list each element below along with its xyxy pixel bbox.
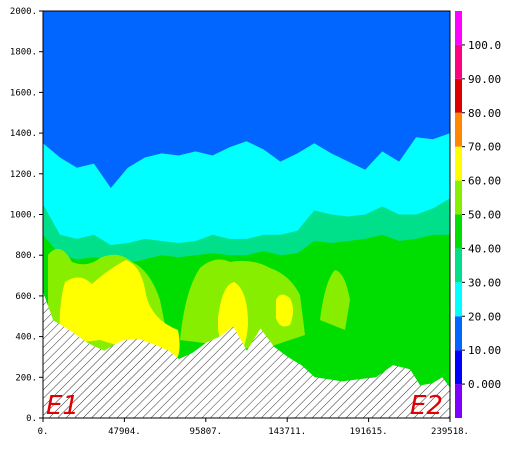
terrain — [43, 291, 450, 418]
lightgreen-region-3 — [320, 270, 350, 330]
y-tick-label: 1400. — [10, 129, 37, 139]
x-tick-label: 191615. — [350, 427, 388, 437]
x-tick-label: 143711. — [268, 427, 306, 437]
colorbar-segment — [455, 316, 462, 351]
endpoint-label-start: E1 — [46, 391, 79, 421]
colorbar-label: 70.00 — [468, 141, 501, 154]
y-tick-label: 1200. — [10, 170, 37, 180]
colorbar-segment — [455, 384, 462, 418]
axes: 0. 200. 400. 600. 800. 1000. 1200. 1400. 1600. 18… — [10, 7, 469, 437]
x-tick-label: 239518. — [431, 427, 469, 437]
colorbar-segment — [455, 180, 462, 215]
y-tick-label: 2000. — [10, 7, 37, 17]
yellow-region-1 — [59, 260, 180, 360]
x-tick-label: 95807. — [190, 427, 223, 437]
colorbar-label: 0.000 — [468, 378, 501, 391]
colorbar-label: 90.00 — [468, 73, 501, 86]
y-tick-label: 0. — [26, 414, 37, 424]
colorbar-segment — [455, 112, 462, 147]
plot-area — [43, 11, 450, 418]
yellow-region-3 — [276, 294, 293, 327]
y-tick-label: 800. — [15, 251, 37, 261]
colorbar-label: 100.0 — [468, 39, 501, 52]
colorbar-label: 40.00 — [468, 242, 501, 255]
y-tick-label: 400. — [15, 333, 37, 343]
colorbar-segment — [455, 11, 462, 45]
colorbar-segment — [455, 146, 462, 181]
x-tick-label: 0. — [38, 427, 49, 437]
y-tick-label: 600. — [15, 292, 37, 302]
colorbar-label: 60.00 — [468, 175, 501, 188]
y-tick-label: 1000. — [10, 211, 37, 221]
endpoint-label-end: E2 — [410, 391, 443, 421]
colorbar-label: 30.00 — [468, 276, 501, 289]
colorbar-segment — [455, 214, 462, 249]
colorbar: 0.000 10.00 20.00 30.00 40.00 50.00 60.00 70.00… — [455, 11, 501, 418]
colorbar-label: 50.00 — [468, 209, 501, 222]
y-tick-label: 1800. — [10, 48, 37, 58]
y-tick-label: 1600. — [10, 88, 37, 98]
colorbar-segment — [455, 44, 462, 79]
colorbar-segment — [455, 248, 462, 283]
colorbar-segment — [455, 282, 462, 317]
colorbar-label: 80.00 — [468, 107, 501, 120]
colorbar-label: 20.00 — [468, 310, 501, 323]
colorbar-label: 10.00 — [468, 344, 501, 357]
x-tick-label: 47904. — [108, 427, 141, 437]
colorbar-segment — [455, 350, 462, 385]
colorbar-segment — [455, 78, 462, 113]
y-tick-label: 200. — [15, 373, 37, 383]
